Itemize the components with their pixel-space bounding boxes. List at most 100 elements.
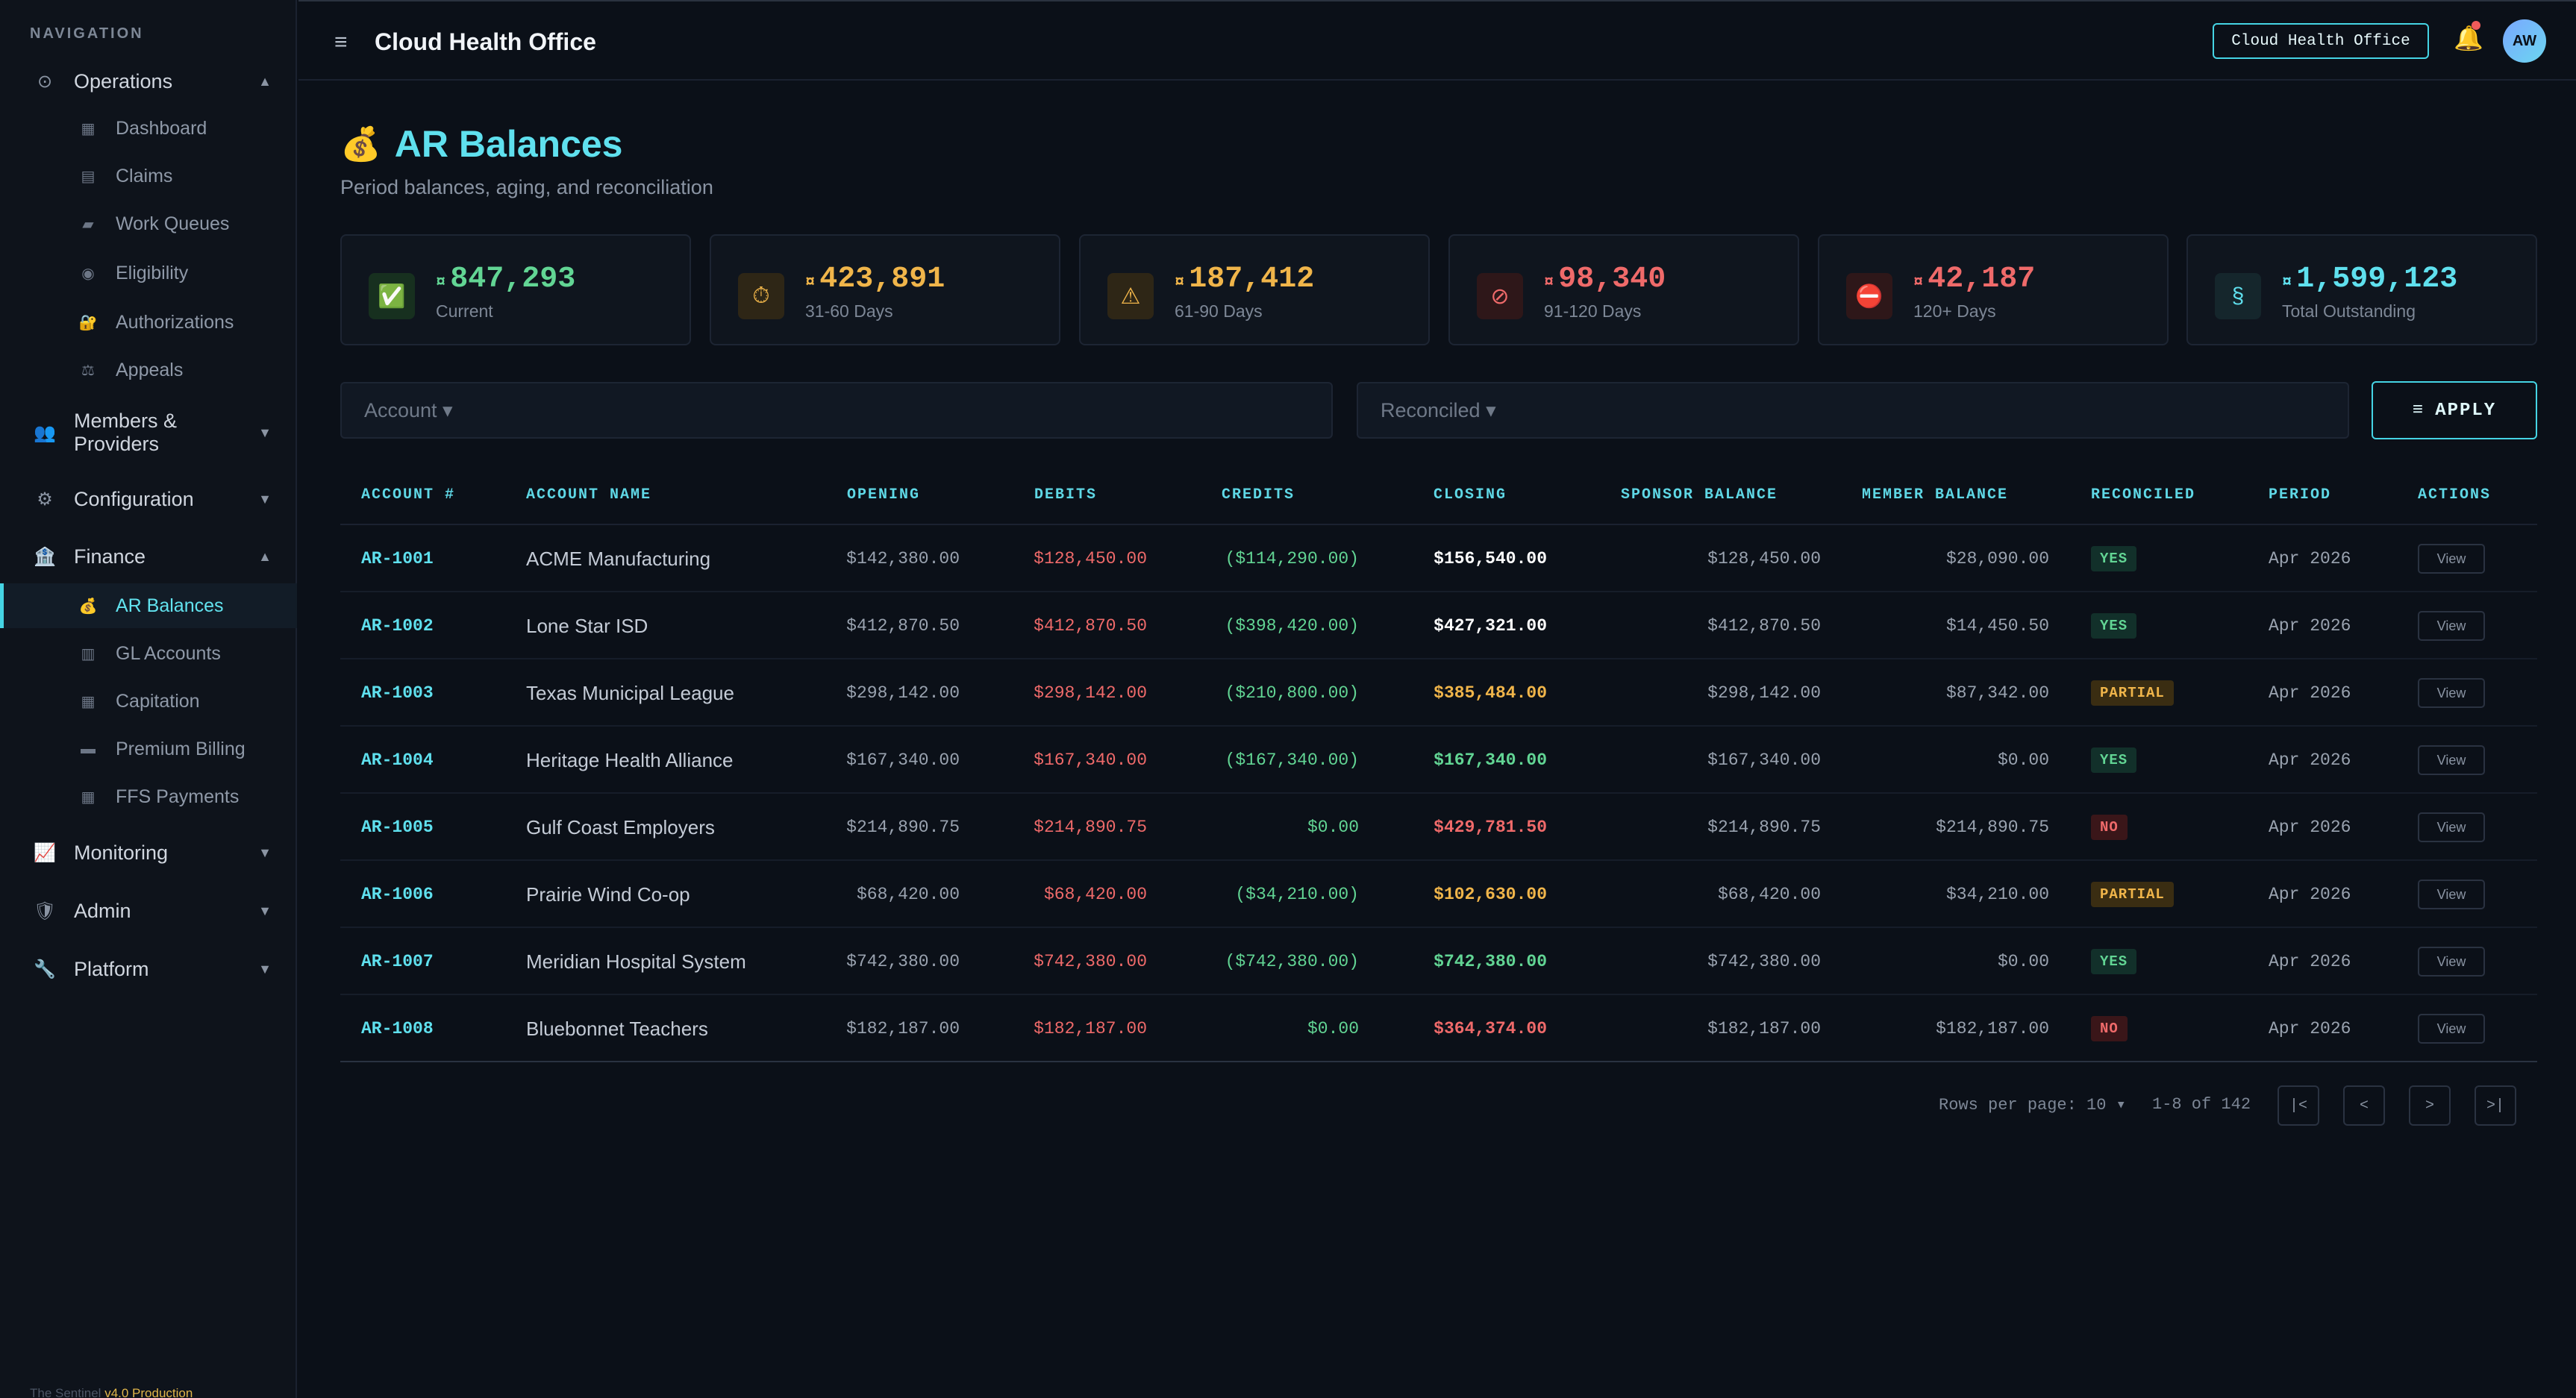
currency-icon: ¤ bbox=[1544, 273, 1554, 292]
sidebar-item-label: GL Accounts bbox=[116, 642, 221, 664]
stat-amount: 423,891 bbox=[819, 263, 945, 296]
currency-icon: ¤ bbox=[2282, 273, 2292, 292]
table-row[interactable]: AR-1006 Prairie Wind Co-op $68,420.00 $68,4… bbox=[340, 861, 2537, 928]
stat-value: ¤ 42,187 bbox=[1913, 263, 2035, 296]
table-row[interactable]: AR-1003 Texas Municipal League $298,142.00… bbox=[340, 659, 2537, 727]
sidebar-item-gl-accounts[interactable]: ▥ GL Accounts bbox=[0, 631, 297, 676]
card-icon: ▬ bbox=[81, 740, 96, 757]
closing-amount: $427,321.00 bbox=[1434, 616, 1547, 636]
footer-version[interactable]: v4.0 Production bbox=[104, 1386, 193, 1398]
member-balance: $34,210.00 bbox=[1945, 885, 2049, 904]
column-header[interactable]: SPONSOR BALANCE bbox=[1621, 486, 1778, 504]
account-number-link[interactable]: AR-1003 bbox=[361, 683, 434, 703]
view-button[interactable]: View bbox=[2418, 880, 2485, 909]
sidebar-item-ar-balances[interactable]: 💰 AR Balances bbox=[0, 583, 297, 628]
account-number-link[interactable]: AR-1007 bbox=[361, 952, 434, 971]
debits-amount: $68,420.00 bbox=[1043, 885, 1147, 904]
nav-section-members-providers[interactable]: 👥 Members & Providers ▼ bbox=[0, 409, 297, 457]
avatar[interactable]: AW bbox=[2503, 19, 2546, 63]
sidebar-item-appeals[interactable]: ⚖ Appeals bbox=[0, 348, 297, 392]
view-button[interactable]: View bbox=[2418, 745, 2485, 775]
sidebar-item-work-queues[interactable]: ▰ Work Queues bbox=[0, 201, 297, 246]
nav-section-operations[interactable]: ⊙ Operations ▲ bbox=[0, 69, 297, 94]
app-title: Cloud Health Office bbox=[375, 28, 596, 55]
column-header[interactable]: ACCOUNT # bbox=[361, 486, 456, 504]
last-page-button[interactable]: >| bbox=[2475, 1085, 2516, 1126]
column-header[interactable]: DEBITS bbox=[1034, 486, 1098, 504]
table-row[interactable]: AR-1005 Gulf Coast Employers $214,890.75 $2… bbox=[340, 794, 2537, 861]
view-button[interactable]: View bbox=[2418, 1014, 2485, 1044]
sidebar-item-label: Authorizations bbox=[116, 311, 234, 333]
apply-button[interactable]: ≡ APPLY bbox=[2372, 381, 2537, 439]
reconciled-filter[interactable]: Reconciled ▾ bbox=[1357, 382, 2349, 439]
document-icon: ▤ bbox=[81, 168, 96, 185]
wrench-icon: 🔧 bbox=[34, 959, 56, 979]
table-header-divider bbox=[340, 524, 2537, 525]
account-number-link[interactable]: AR-1004 bbox=[361, 750, 434, 770]
view-button[interactable]: View bbox=[2418, 611, 2485, 641]
account-number-link[interactable]: AR-1006 bbox=[361, 885, 434, 904]
sponsor-balance: $412,870.50 bbox=[1707, 616, 1821, 636]
stat-amount: 42,187 bbox=[1928, 263, 2036, 296]
column-header[interactable]: ACTIONS bbox=[2418, 486, 2492, 504]
sidebar-item-authorizations[interactable]: 🔐 Authorizations bbox=[0, 300, 297, 345]
view-button[interactable]: View bbox=[2418, 544, 2485, 574]
sidebar-item-claims[interactable]: ▤ Claims bbox=[0, 154, 297, 198]
nav-section-finance[interactable]: 🏦 Finance ▲ bbox=[0, 543, 297, 570]
column-header[interactable]: OPENING bbox=[847, 486, 921, 504]
sidebar-item-ffs-payments[interactable]: ▦ FFS Payments bbox=[0, 774, 297, 819]
filter-icon: ≡ bbox=[2412, 400, 2425, 421]
opening-amount: $182,187.00 bbox=[846, 1019, 960, 1038]
nav-section-configuration[interactable]: ⚙ Configuration ▼ bbox=[0, 486, 297, 513]
period: Apr 2026 bbox=[2269, 549, 2351, 568]
prev-page-button[interactable]: < bbox=[2343, 1085, 2385, 1126]
credits-amount: $0.00 bbox=[1307, 818, 1359, 837]
account-number-link[interactable]: AR-1005 bbox=[361, 818, 434, 837]
page-title: 💰 AR Balances bbox=[340, 122, 623, 166]
nav-section-monitoring[interactable]: 📈 Monitoring ▼ bbox=[0, 839, 297, 866]
column-header[interactable]: CREDITS bbox=[1222, 486, 1295, 504]
sidebar-item-premium-billing[interactable]: ▬ Premium Billing bbox=[0, 727, 297, 771]
sidebar-item-label: FFS Payments bbox=[116, 786, 240, 807]
sidebar-item-dashboard[interactable]: ▦ Dashboard bbox=[0, 106, 297, 151]
pagination-range: 1-8 of 142 bbox=[2152, 1095, 2251, 1114]
rows-per-page-select[interactable]: Rows per page: 10 ▾ bbox=[1939, 1096, 2126, 1115]
nav-section-label-line1: Members & bbox=[74, 410, 178, 432]
table-row[interactable]: AR-1001 ACME Manufacturing $142,380.00 $128… bbox=[340, 525, 2537, 592]
view-button[interactable]: View bbox=[2418, 947, 2485, 977]
column-header[interactable]: RECONCILED bbox=[2091, 486, 2196, 504]
account-name: Heritage Health Alliance bbox=[526, 748, 734, 771]
sidebar-item-capitation[interactable]: ▦ Capitation bbox=[0, 679, 297, 724]
first-page-button[interactable]: |< bbox=[2278, 1085, 2319, 1126]
view-button[interactable]: View bbox=[2418, 678, 2485, 708]
nav-section-label: Admin bbox=[74, 899, 131, 922]
column-header[interactable]: PERIOD bbox=[2269, 486, 2332, 504]
stat-label: 91-120 Days bbox=[1544, 301, 1642, 321]
account-name: Texas Municipal League bbox=[526, 681, 734, 704]
account-filter[interactable]: Account ▾ bbox=[340, 382, 1333, 439]
table-row[interactable]: AR-1008 Bluebonnet Teachers $182,187.00 $18… bbox=[340, 995, 2537, 1062]
nav-section-platform[interactable]: 🔧 Platform ▼ bbox=[0, 956, 297, 982]
org-badge[interactable]: Cloud Health Office bbox=[2213, 23, 2429, 59]
closing-amount: $385,484.00 bbox=[1434, 683, 1547, 703]
nav-section-admin[interactable]: 🛡 Admin ▼ bbox=[0, 897, 297, 924]
column-header[interactable]: CLOSING bbox=[1434, 486, 1507, 504]
table-row[interactable]: AR-1004 Heritage Health Alliance $167,340.… bbox=[340, 727, 2537, 794]
account-number-link[interactable]: AR-1002 bbox=[361, 616, 434, 636]
column-header[interactable]: ACCOUNT NAME bbox=[526, 486, 652, 504]
period: Apr 2026 bbox=[2269, 750, 2351, 770]
apply-label: APPLY bbox=[2435, 400, 2497, 421]
nav-section-label-line2: Providers bbox=[74, 433, 160, 455]
next-page-button[interactable]: > bbox=[2409, 1085, 2451, 1126]
column-header[interactable]: MEMBER BALANCE bbox=[1862, 486, 2009, 504]
sidebar-item-eligibility[interactable]: ◉ Eligibility bbox=[0, 251, 297, 295]
table-row[interactable]: AR-1007 Meridian Hospital System $742,380.… bbox=[340, 928, 2537, 995]
stat-value: ¤ 423,891 bbox=[805, 263, 945, 296]
view-button[interactable]: View bbox=[2418, 812, 2485, 842]
account-number-link[interactable]: AR-1001 bbox=[361, 549, 434, 568]
notification-dot bbox=[2472, 21, 2480, 30]
table-row[interactable]: AR-1002 Lone Star ISD $412,870.50 $412,870.… bbox=[340, 592, 2537, 659]
account-number-link[interactable]: AR-1008 bbox=[361, 1019, 434, 1038]
stat-amount: 847,293 bbox=[450, 263, 576, 296]
hamburger-menu-icon[interactable]: ≡ bbox=[334, 30, 348, 54]
